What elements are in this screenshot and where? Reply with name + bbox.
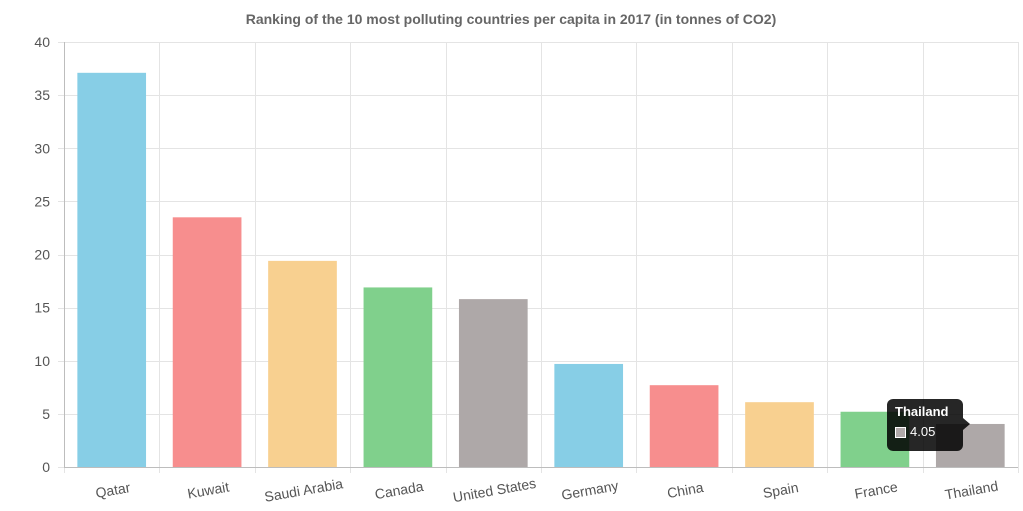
y-tick-label: 25 bbox=[34, 193, 50, 209]
grid bbox=[58, 42, 1019, 473]
x-tick-label: Spain bbox=[762, 479, 800, 501]
x-tick-label: Canada bbox=[373, 478, 424, 502]
tooltip-title: Thailand bbox=[895, 404, 949, 419]
chart-title: Ranking of the 10 most polluting countri… bbox=[246, 11, 777, 27]
x-axis-ticks: Qatar Kuwait Saudi Arabia Canada United Stat… bbox=[94, 475, 999, 505]
y-tick-label: 0 bbox=[42, 459, 50, 475]
y-axis-ticks: 0 5 10 15 20 25 30 35 40 bbox=[34, 34, 50, 475]
bar-canada[interactable] bbox=[363, 287, 433, 467]
y-tick-label: 40 bbox=[34, 34, 50, 50]
tooltip-color-swatch bbox=[895, 426, 906, 438]
x-tick-label: Kuwait bbox=[186, 479, 230, 502]
y-tick-label: 20 bbox=[34, 247, 50, 263]
y-tick-label: 35 bbox=[34, 87, 50, 103]
x-tick-label: Thailand bbox=[944, 478, 1000, 503]
bar-germany[interactable] bbox=[554, 363, 624, 467]
bars bbox=[77, 72, 1005, 467]
x-tick-label: China bbox=[666, 479, 705, 501]
bar-united-states[interactable] bbox=[458, 299, 528, 467]
tooltip-value: 4.05 bbox=[910, 424, 936, 439]
tooltip: Thailand 4.05 bbox=[887, 399, 970, 451]
bar-qatar[interactable] bbox=[77, 72, 147, 467]
bar-china[interactable] bbox=[649, 385, 719, 467]
bar-saudi-arabia[interactable] bbox=[268, 260, 337, 467]
bar-kuwait[interactable] bbox=[172, 217, 242, 467]
y-tick-label: 15 bbox=[34, 300, 50, 316]
y-tick-label: 10 bbox=[34, 353, 50, 369]
x-tick-label: Germany bbox=[560, 477, 619, 503]
x-tick-label: Qatar bbox=[94, 479, 132, 501]
y-tick-label: 30 bbox=[34, 140, 50, 156]
x-tick-label: Saudi Arabia bbox=[263, 475, 344, 505]
x-tick-label: France bbox=[853, 478, 899, 501]
bar-spain[interactable] bbox=[745, 402, 814, 467]
x-tick-label: United States bbox=[452, 475, 538, 505]
y-tick-label: 5 bbox=[42, 406, 50, 422]
